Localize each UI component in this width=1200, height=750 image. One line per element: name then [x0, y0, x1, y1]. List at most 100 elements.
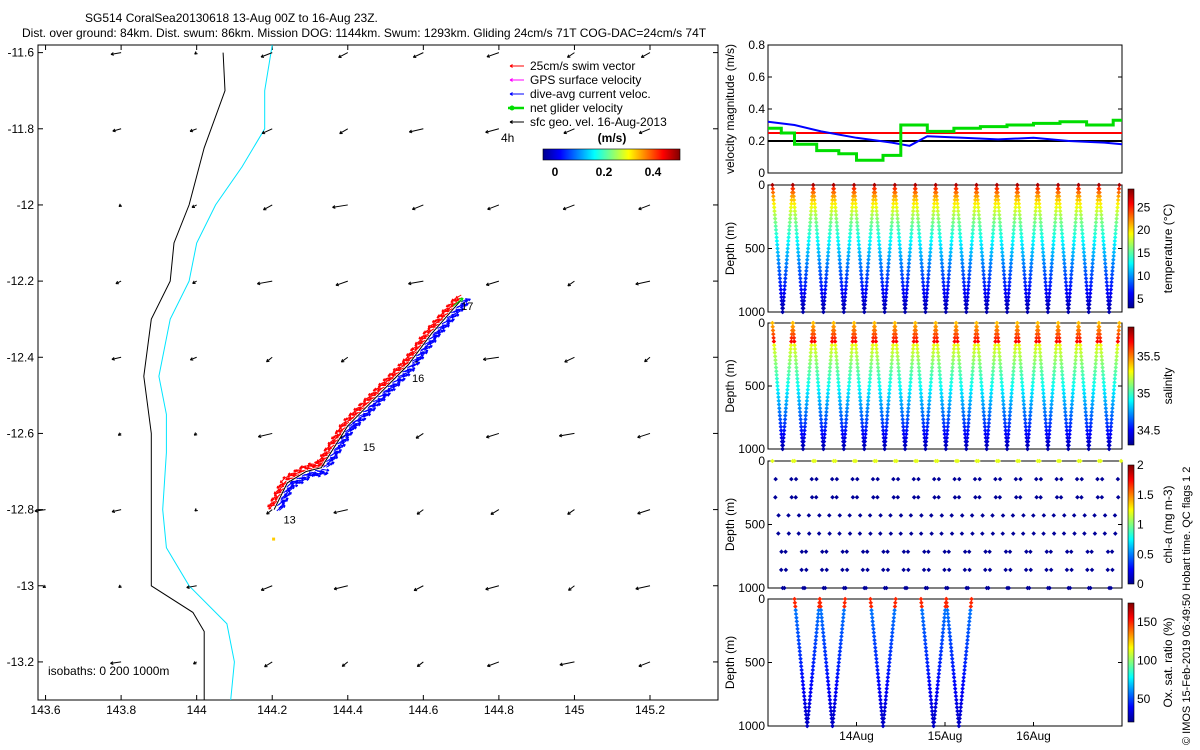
- swim-vector: [272, 499, 278, 505]
- swim-vector: [397, 367, 405, 372]
- swim-vector-head: [332, 435, 336, 439]
- geo-velocity-arrow-head: [112, 128, 116, 133]
- swim-vector-head: [391, 373, 395, 377]
- map-y-tick-label: -11.6: [8, 46, 35, 60]
- dac-vector: [349, 426, 357, 432]
- swim-vector-head: [423, 334, 427, 338]
- temperature-sample-point: [840, 294, 845, 300]
- temperature-sample-point: [819, 287, 824, 292]
- geo-velocity-arrow: [487, 204, 500, 210]
- dac-vector: [373, 403, 381, 408]
- temperature-sample-point: [796, 261, 802, 266]
- swim-vector: [393, 371, 400, 376]
- geo-velocity-arrow-head: [257, 434, 262, 439]
- y-tick-label: 1000: [738, 719, 765, 733]
- temperature-sample-point: [868, 235, 873, 240]
- temperature-sample-point: [817, 261, 822, 266]
- swim-vector-head: [272, 501, 276, 505]
- swim-vector: [321, 456, 328, 462]
- dac-vector: [429, 337, 437, 343]
- geo-velocity-arrow: [485, 128, 500, 133]
- chlorophyll-colorbar: [1127, 464, 1135, 585]
- dac-vector: [407, 369, 415, 374]
- temperature-sample-point: [823, 283, 828, 289]
- temperature-sample-point: [861, 302, 866, 307]
- colorbar-label: salinity: [1161, 368, 1175, 405]
- x-tick-label: 15Aug: [928, 729, 963, 743]
- temperature-sample-point: [843, 279, 849, 285]
- dac-vector-head: [417, 361, 421, 365]
- temperature-sample-point: [819, 294, 825, 300]
- dac-vector: [337, 439, 344, 445]
- temperature-sample-point: [886, 261, 891, 266]
- swim-vector-head: [285, 477, 289, 481]
- dac-vector: [368, 407, 376, 412]
- temperature-sample-point: [890, 212, 895, 218]
- temperature-sample-point: [774, 231, 779, 236]
- temperature-sample-point: [791, 193, 796, 199]
- colorbar-tick-label: 150: [1137, 615, 1157, 629]
- geo-velocity-arrow: [261, 585, 273, 591]
- dac-vector: [375, 398, 383, 403]
- y-axis-label: Depth (m): [723, 636, 737, 689]
- geo-velocity-arrow-head: [263, 206, 267, 211]
- temperature-sample-point: [841, 309, 847, 315]
- swim-vector: [392, 366, 400, 371]
- dac-vector: [333, 446, 341, 452]
- swim-vector-head: [446, 307, 450, 310]
- swim-vector-head: [405, 353, 409, 357]
- temperature-sample-point: [783, 268, 789, 274]
- dac-vector: [382, 394, 390, 398]
- temperature-sample-point: [879, 279, 885, 285]
- dac-vector: [417, 356, 425, 362]
- geo-velocity-arrow: [260, 52, 273, 58]
- temperature-sample-point: [788, 208, 793, 214]
- temperature-sample-point: [862, 309, 867, 315]
- temperature-sample-point: [798, 287, 804, 292]
- dac-vector-head: [412, 367, 416, 371]
- geo-velocity-arrow: [416, 661, 424, 667]
- temperature-sample-point: [887, 249, 892, 255]
- temperature-sample-point: [857, 257, 863, 262]
- geo-velocity-arrow: [258, 432, 273, 438]
- dac-vector: [353, 422, 362, 426]
- temperature-sample-point: [772, 216, 778, 221]
- dac-vector: [281, 499, 288, 505]
- dac-vector-head: [300, 481, 304, 485]
- temperature-sample-point: [891, 197, 896, 203]
- geo-velocity-arrow-head: [117, 432, 122, 436]
- temperature-sample-point: [783, 272, 788, 277]
- map-y-tick-label: -12.6: [7, 426, 35, 440]
- geo-velocity-arrow: [412, 204, 424, 210]
- swim-vector-head: [330, 441, 334, 445]
- geo-velocity-arrow: [333, 585, 348, 590]
- y-tick-label: 0: [758, 166, 765, 180]
- dac-vector: [276, 505, 283, 512]
- velocity-series-line: [767, 120, 1123, 147]
- dac-vector: [398, 378, 406, 382]
- temperature-sample-point: [864, 283, 869, 289]
- dac-vector: [396, 379, 405, 383]
- swim-vector: [432, 323, 439, 328]
- geo-velocity-arrow: [559, 661, 575, 666]
- swim-vector: [388, 375, 395, 380]
- isobath-label: isobaths: 0 200 1000m: [48, 664, 169, 678]
- swim-vector-head: [437, 314, 441, 318]
- dac-vector: [283, 487, 290, 494]
- dac-vector: [442, 322, 450, 328]
- swim-vector-head: [313, 463, 316, 468]
- temperature-sample-point: [790, 186, 796, 192]
- dac-vector-head: [338, 449, 342, 453]
- geo-velocity-arrow-head: [638, 130, 643, 135]
- temperature-sample-point: [852, 193, 858, 199]
- dac-vector: [402, 368, 410, 373]
- swim-vector: [411, 345, 418, 351]
- swim-vector-head: [353, 412, 357, 416]
- geo-velocity-arrow-head: [341, 663, 346, 667]
- swim-vector-head: [317, 463, 321, 467]
- net-velocity-vector-head: [459, 297, 464, 303]
- temperature-sample-point: [805, 246, 811, 251]
- dac-vector-head: [465, 302, 469, 306]
- temperature-sample-point: [820, 306, 826, 311]
